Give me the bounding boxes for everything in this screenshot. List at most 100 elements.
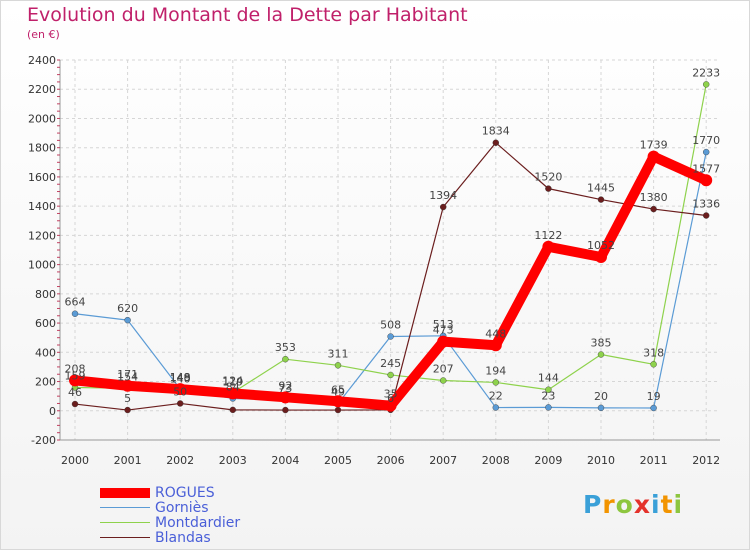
data-label: 1380	[640, 191, 668, 204]
legend-swatch	[100, 507, 150, 509]
x-tick-label: 2010	[587, 454, 615, 467]
data-label: 148	[170, 371, 191, 384]
data-point	[492, 379, 499, 386]
data-label: 154	[117, 370, 138, 383]
data-label: 22	[489, 390, 503, 403]
y-tick-label: 2400	[28, 54, 56, 67]
data-label: 1770	[692, 134, 720, 147]
data-point	[542, 240, 555, 253]
data-point	[176, 400, 184, 407]
x-tick-label: 2003	[219, 454, 247, 467]
x-tick-label: 2009	[534, 454, 562, 467]
data-label: 149	[170, 371, 191, 384]
data-point	[700, 174, 713, 187]
data-point	[124, 406, 131, 414]
data-label: 5	[124, 392, 131, 405]
data-point	[703, 212, 710, 219]
data-label: 124	[222, 375, 243, 388]
legend-label: Blandas	[155, 530, 211, 546]
y-tick-label: 1800	[28, 142, 56, 155]
legend-swatch	[100, 537, 150, 539]
data-label: 385	[591, 337, 612, 350]
x-tick-label: 2002	[166, 454, 194, 467]
proxiti-logo: Proxiti	[583, 490, 684, 519]
data-point	[332, 395, 344, 408]
data-label: 92	[278, 379, 292, 392]
data-label: 473	[433, 324, 454, 337]
y-tick-label: 0	[49, 405, 56, 418]
data-point	[71, 310, 79, 317]
y-tick-label: 1000	[28, 259, 56, 272]
legend-label: ROGUES	[155, 485, 215, 501]
data-label: 664	[65, 296, 86, 309]
y-tick-label: 600	[35, 317, 56, 330]
data-label: 49	[331, 386, 345, 399]
x-tick-label: 2006	[377, 454, 405, 467]
legend-swatch	[100, 522, 150, 524]
x-tick-label: 2004	[271, 454, 299, 467]
data-label: 2233	[692, 66, 720, 79]
y-tick-label: 200	[35, 376, 56, 389]
chart-title: Evolution du Montant de la Dette par Hab…	[27, 4, 468, 26]
data-point	[124, 316, 131, 324]
data-point	[650, 404, 657, 412]
data-label: 620	[117, 302, 138, 315]
data-label: 1394	[429, 189, 457, 202]
x-tick-label: 2012	[692, 454, 720, 467]
y-tick-label: 1400	[28, 200, 56, 213]
data-label: 73	[278, 382, 292, 395]
x-tick-label: 2007	[429, 454, 457, 467]
data-label: 1122	[534, 229, 562, 242]
chart-unit: (en €)	[27, 28, 60, 41]
data-label: 46	[68, 386, 82, 399]
y-tick-label: 400	[35, 346, 56, 359]
data-point	[545, 185, 552, 192]
data-point	[545, 404, 552, 411]
data-point	[174, 383, 187, 396]
data-point	[387, 371, 394, 379]
data-label: 245	[380, 357, 401, 370]
data-point	[334, 406, 342, 414]
legend-swatch	[100, 488, 150, 498]
data-point	[282, 355, 289, 363]
data-point	[597, 404, 605, 412]
data-label: 159	[65, 370, 86, 383]
data-label: 140	[170, 372, 191, 385]
data-point	[440, 377, 447, 384]
data-point	[489, 339, 502, 352]
data-point	[282, 406, 289, 414]
data-point	[226, 387, 239, 400]
data-label: 50	[173, 385, 187, 398]
data-point	[703, 148, 710, 156]
y-tick-label: 1600	[28, 171, 56, 184]
data-point	[492, 139, 499, 146]
data-label: 19	[647, 390, 661, 403]
data-label: 1052	[587, 239, 615, 252]
legend-label: Montdardier	[155, 515, 241, 531]
chart-svg: -200 0 200 400 600 800 1000 1200 1400 1600 1800 200…	[28, 54, 720, 467]
data-label: 144	[538, 372, 559, 385]
data-point	[69, 374, 81, 387]
data-point	[545, 386, 552, 393]
data-point	[71, 400, 79, 408]
data-point	[334, 362, 342, 369]
data-point	[650, 205, 657, 213]
data-label: 207	[433, 363, 454, 376]
data-label: 1834	[482, 125, 510, 138]
data-label: 119	[222, 375, 243, 388]
data-point	[595, 251, 607, 264]
data-point	[387, 333, 394, 340]
data-label: 20	[594, 390, 608, 403]
data-label: 35	[384, 388, 398, 401]
data-label: 208	[65, 362, 86, 375]
x-tick-label: 2005	[324, 454, 352, 467]
data-label: 311	[328, 347, 349, 360]
data-label: 1445	[587, 182, 615, 195]
data-point	[647, 150, 660, 163]
data-label: 65	[331, 383, 345, 396]
data-point	[229, 406, 237, 414]
x-tick-label: 2001	[114, 454, 142, 467]
data-point	[384, 399, 397, 412]
data-label: 23	[541, 389, 555, 402]
